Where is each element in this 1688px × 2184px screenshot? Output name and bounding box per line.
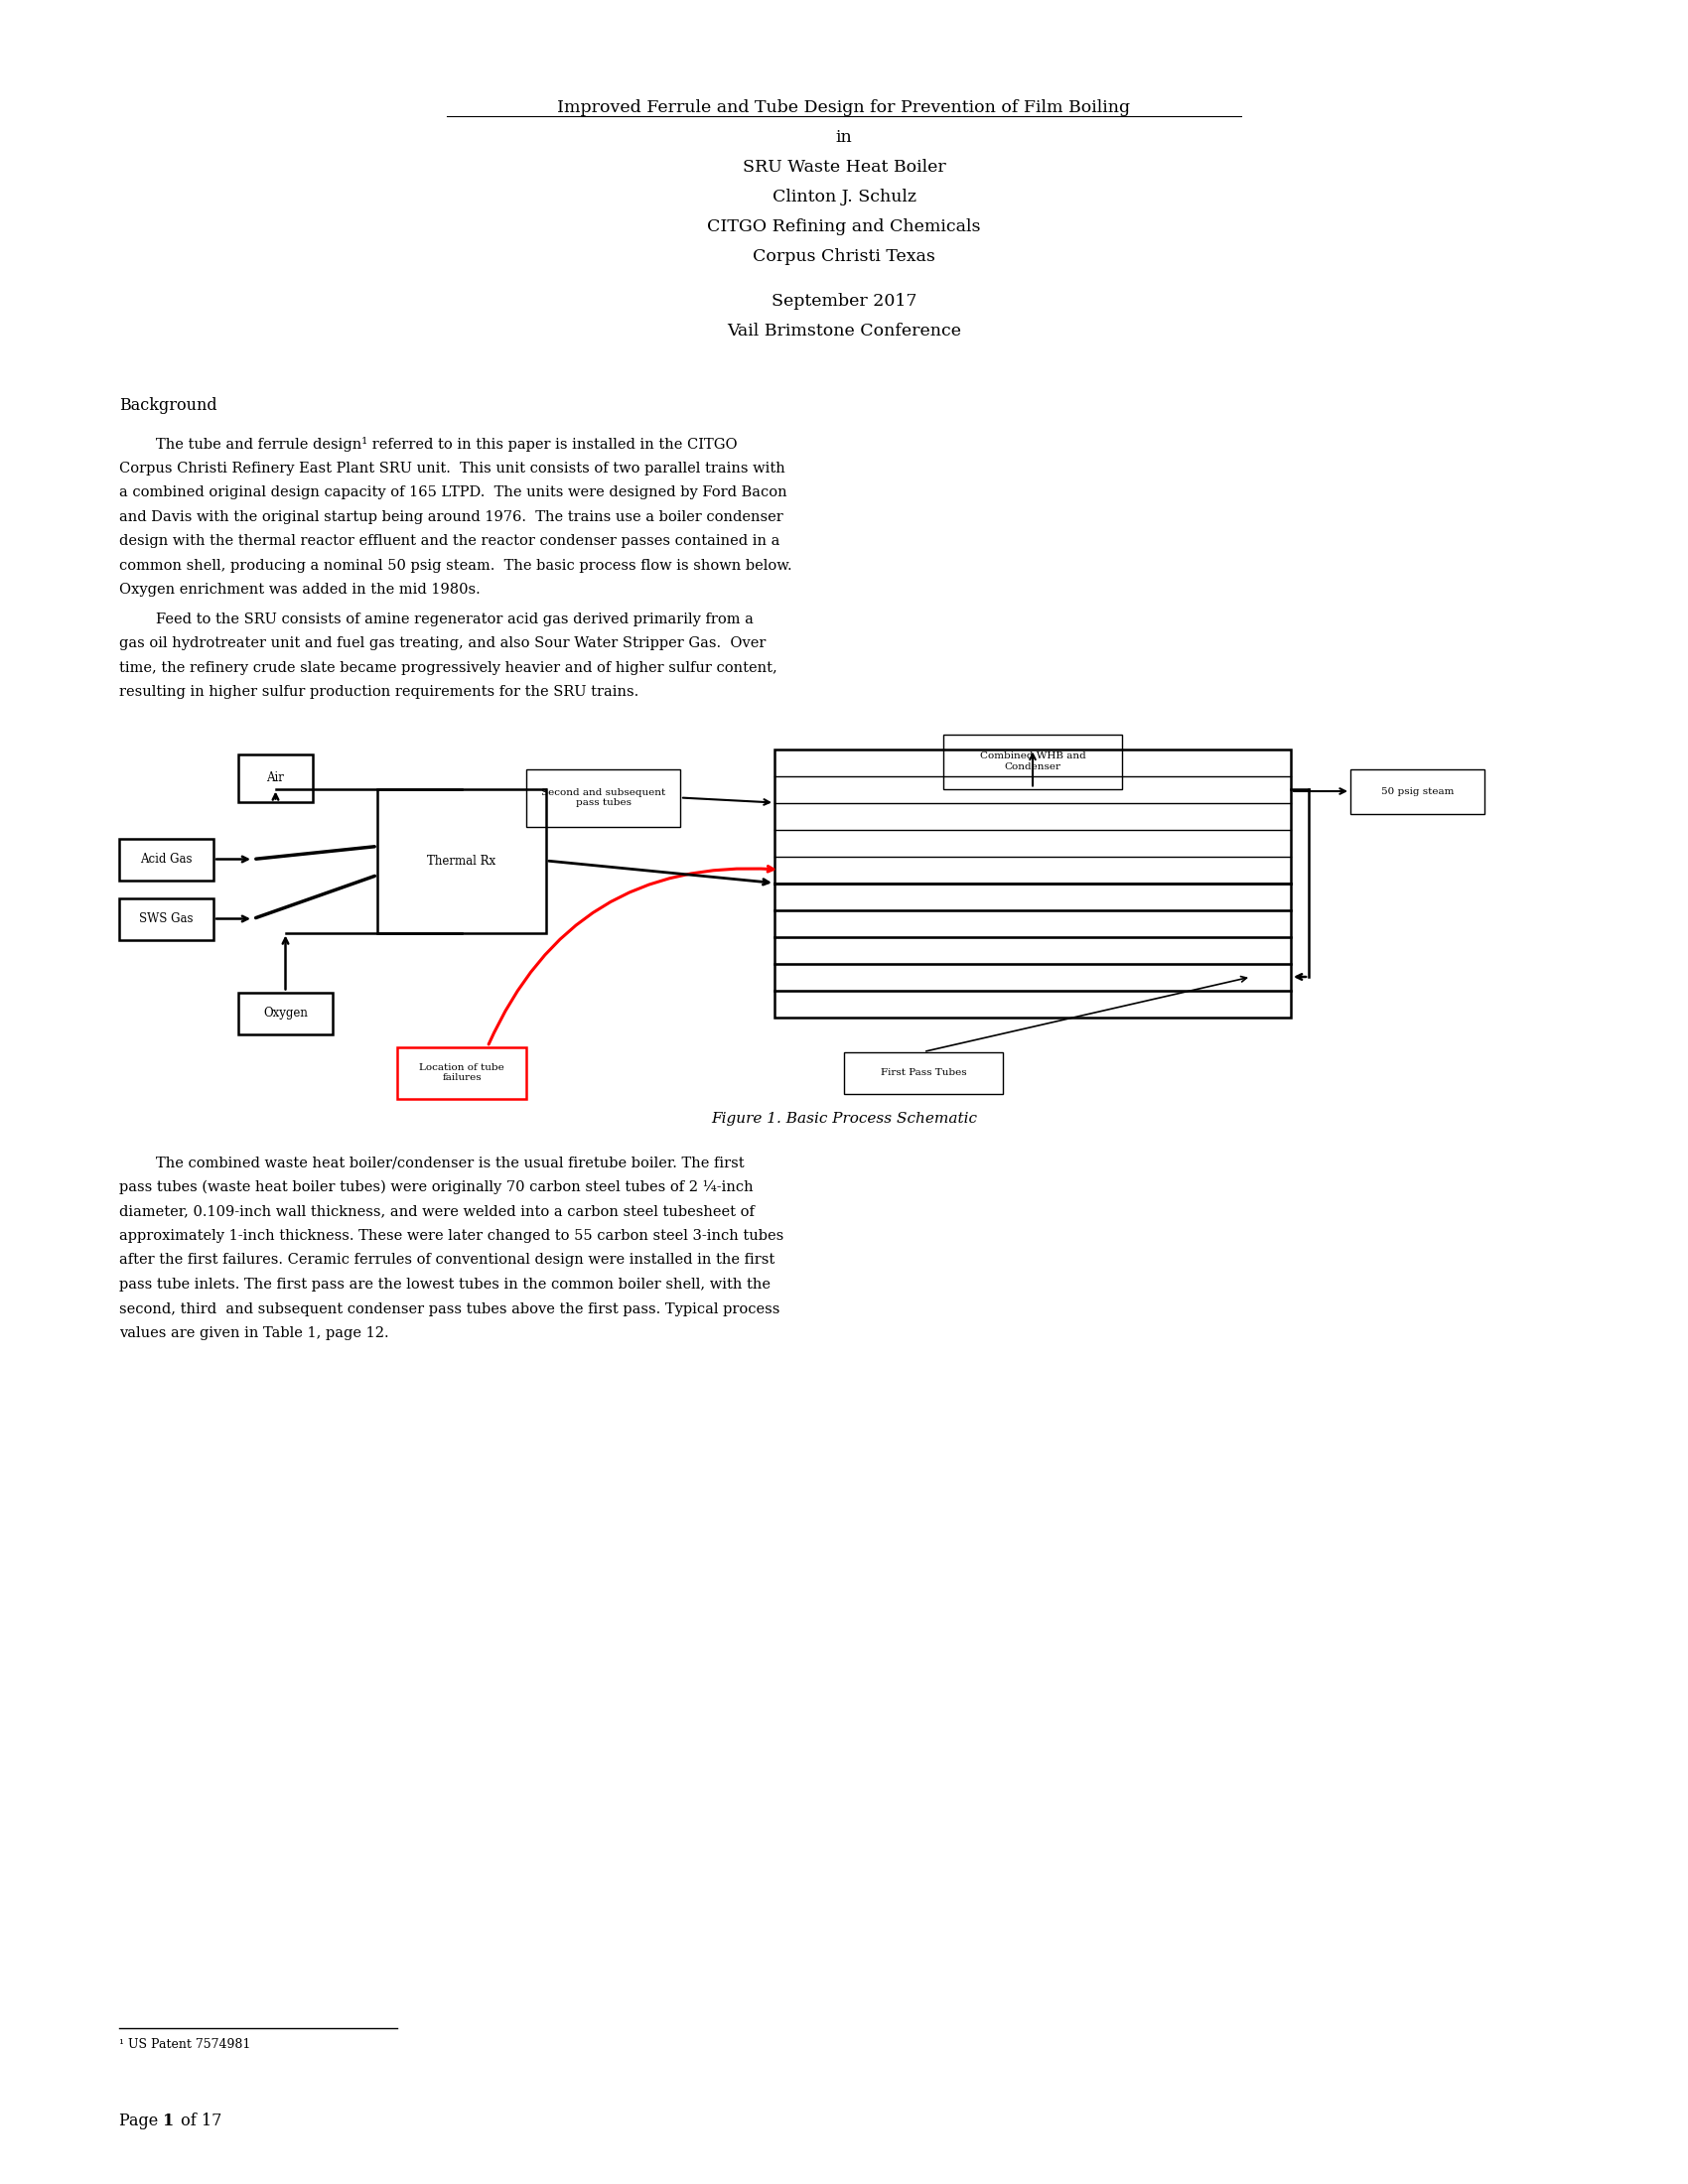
Text: Oxygen enrichment was added in the mid 1980s.: Oxygen enrichment was added in the mid 1…: [120, 583, 481, 596]
Bar: [120, 898, 213, 939]
Text: in: in: [836, 129, 852, 146]
Text: pass tubes (waste heat boiler tubes) were originally 70 carbon steel tubes of 2 : pass tubes (waste heat boiler tubes) wer…: [120, 1179, 753, 1195]
Text: of 17: of 17: [176, 2112, 221, 2129]
Text: second, third  and subsequent condenser pass tubes above the first pass. Typical: second, third and subsequent condenser p…: [120, 1302, 780, 1315]
Text: gas oil hydrotreater unit and fuel gas treating, and also Sour Water Stripper Ga: gas oil hydrotreater unit and fuel gas t…: [120, 636, 766, 651]
Text: The tube and ferrule design¹ referred to in this paper is installed in the CITGO: The tube and ferrule design¹ referred to…: [120, 437, 738, 452]
Text: Acid Gas: Acid Gas: [140, 852, 192, 865]
Bar: [844, 1053, 1003, 1094]
Bar: [238, 992, 333, 1033]
Text: Location of tube
failures: Location of tube failures: [419, 1064, 505, 1083]
Text: common shell, producing a nominal 50 psig steam.  The basic process flow is show: common shell, producing a nominal 50 psi…: [120, 559, 792, 572]
Text: Combined WHB and
Condenser: Combined WHB and Condenser: [979, 751, 1085, 771]
Bar: [378, 788, 547, 933]
Text: after the first failures. Ceramic ferrules of conventional design were installed: after the first failures. Ceramic ferrul…: [120, 1254, 775, 1267]
Text: diameter, 0.109-inch wall thickness, and were welded into a carbon steel tubeshe: diameter, 0.109-inch wall thickness, and…: [120, 1206, 755, 1219]
Text: Vail Brimstone Conference: Vail Brimstone Conference: [728, 323, 960, 339]
Bar: [1350, 769, 1484, 815]
Text: CITGO Refining and Chemicals: CITGO Refining and Chemicals: [707, 218, 981, 236]
Text: SWS Gas: SWS Gas: [138, 913, 194, 926]
Text: 1: 1: [162, 2112, 174, 2129]
Text: approximately 1-inch thickness. These were later changed to 55 carbon steel 3-in: approximately 1-inch thickness. These we…: [120, 1230, 783, 1243]
Text: time, the refinery crude slate became progressively heavier and of higher sulfur: time, the refinery crude slate became pr…: [120, 662, 776, 675]
Text: a combined original design capacity of 165 LTPD.  The units were designed by For: a combined original design capacity of 1…: [120, 485, 787, 500]
Text: First Pass Tubes: First Pass Tubes: [881, 1068, 967, 1077]
Bar: [120, 839, 213, 880]
Text: September 2017: September 2017: [771, 293, 917, 310]
Text: SRU Waste Heat Boiler: SRU Waste Heat Boiler: [743, 159, 945, 175]
Text: The combined waste heat boiler/condenser is the usual firetube boiler. The first: The combined waste heat boiler/condenser…: [120, 1155, 744, 1171]
Text: pass tube inlets. The first pass are the lowest tubes in the common boiler shell: pass tube inlets. The first pass are the…: [120, 1278, 770, 1291]
Bar: [238, 753, 312, 802]
Text: Corpus Christi Refinery East Plant SRU unit.  This unit consists of two parallel: Corpus Christi Refinery East Plant SRU u…: [120, 461, 785, 476]
Text: Second and subsequent
pass tubes: Second and subsequent pass tubes: [542, 788, 665, 808]
Text: Background: Background: [120, 397, 218, 415]
Bar: [944, 734, 1123, 788]
Bar: [397, 1046, 527, 1099]
Text: and Davis with the original startup being around 1976.  The trains use a boiler : and Davis with the original startup bein…: [120, 509, 783, 524]
Text: 50 psig steam: 50 psig steam: [1381, 786, 1453, 795]
Text: resulting in higher sulfur production requirements for the SRU trains.: resulting in higher sulfur production re…: [120, 686, 638, 699]
Text: ¹ US Patent 7574981: ¹ US Patent 7574981: [120, 2038, 250, 2051]
Text: Feed to the SRU consists of amine regenerator acid gas derived primarily from a: Feed to the SRU consists of amine regene…: [120, 612, 753, 627]
Text: Air: Air: [267, 771, 284, 784]
Bar: [527, 769, 680, 826]
Text: Corpus Christi Texas: Corpus Christi Texas: [753, 249, 935, 264]
Bar: [775, 749, 1291, 1018]
Text: Page: Page: [120, 2112, 164, 2129]
Text: values are given in Table 1, page 12.: values are given in Table 1, page 12.: [120, 1326, 388, 1341]
Text: Thermal Rx: Thermal Rx: [427, 854, 496, 867]
Text: Clinton J. Schulz: Clinton J. Schulz: [771, 188, 917, 205]
Text: Figure 1. Basic Process Schematic: Figure 1. Basic Process Schematic: [711, 1112, 977, 1125]
Text: design with the thermal reactor effluent and the reactor condenser passes contai: design with the thermal reactor effluent…: [120, 535, 780, 548]
Text: Oxygen: Oxygen: [263, 1007, 307, 1020]
Text: Improved Ferrule and Tube Design for Prevention of Film Boiling: Improved Ferrule and Tube Design for Pre…: [557, 98, 1131, 116]
